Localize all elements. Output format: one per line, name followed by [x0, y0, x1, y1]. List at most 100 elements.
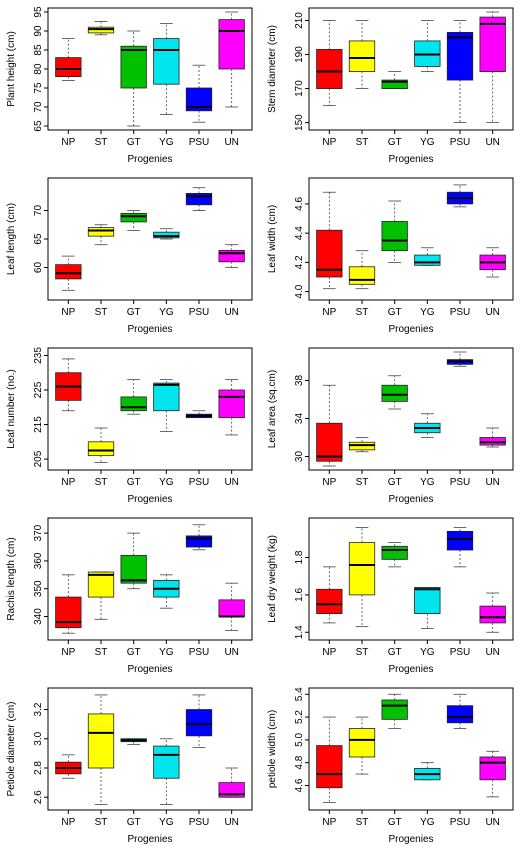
boxplot-panel-2: 150 170 190 210 Stem diameter (cm) Progenies N…: [267, 7, 514, 165]
y-axis-title: Petiole diameter (cm): [6, 701, 17, 796]
x-axis-title: Progenies: [388, 834, 433, 845]
x-tick-label: UN: [485, 817, 499, 828]
x-axis-title: Progenies: [127, 494, 172, 505]
y-tick-label: 3.0: [33, 731, 44, 745]
iqr-box: [381, 545, 408, 560]
x-tick-label: ST: [95, 647, 108, 658]
x-tick-label: PSU: [189, 647, 210, 658]
iqr-box: [120, 45, 147, 89]
box-PSU: [446, 693, 474, 729]
x-tick-label: PSU: [450, 817, 471, 828]
y-tick-label: 350: [33, 580, 44, 597]
iqr-box: [381, 699, 408, 720]
boxplot-panel-8: 1.4 1.6 1.8 Leaf dry weight (kg) Progenies NP…: [267, 517, 514, 675]
x-tick-label: NP: [322, 477, 336, 488]
box-ST: [87, 21, 115, 36]
box-GT: [120, 30, 147, 127]
y-tick-label: 4.6: [294, 778, 305, 792]
plot-frame: [47, 687, 253, 811]
y-tick-label: 2.8: [33, 761, 44, 775]
x-tick-label: YG: [159, 817, 174, 828]
x-axis-title: Progenies: [388, 494, 433, 505]
x-tick-label: PSU: [450, 307, 471, 318]
box-NP: [55, 358, 82, 412]
x-tick-label: UN: [485, 647, 499, 658]
boxplot-panel-6: 30 34 38 Leaf area (sq.cm) Progenies NP ST GT YG…: [267, 347, 514, 505]
iqr-box: [348, 728, 376, 758]
box-UN: [479, 592, 506, 633]
boxplot-panel-5: 205 215 225 235 Leaf number (no.) Progenies NP…: [6, 347, 253, 505]
x-tick-label: ST: [356, 817, 369, 828]
x-axis-title: Progenies: [127, 154, 172, 165]
x-tick-label: NP: [322, 647, 336, 658]
plot-frame: [308, 177, 514, 301]
x-tick-label: NP: [322, 817, 336, 828]
plot-frame: [308, 687, 514, 811]
box-ST: [348, 20, 376, 89]
y-tick-label: 205: [33, 450, 44, 467]
x-tick-label: UN: [485, 477, 499, 488]
box-UN: [218, 767, 245, 798]
x-tick-label: YG: [420, 137, 435, 148]
y-tick-label: 4.6: [294, 197, 305, 211]
x-tick-label: NP: [61, 817, 75, 828]
y-tick-label: 5.0: [294, 732, 305, 746]
boxplot-panel-1: 65 70 75 80 85 90 95 Plant height (cm) Progenies…: [6, 6, 253, 165]
boxplot-panel-3: 60 65 70 Leaf length (cm) Progenies NP ST GT YG P…: [6, 177, 253, 335]
iqr-box: [120, 554, 147, 584]
iqr-box: [185, 535, 213, 548]
y-tick-label: 190: [294, 46, 305, 63]
box-YG: [414, 413, 441, 438]
x-tick-label: ST: [95, 137, 108, 148]
iqr-box: [120, 212, 147, 223]
y-tick-label: 150: [294, 114, 305, 131]
x-axis-title: Progenies: [127, 834, 172, 845]
x-tick-label: GT: [127, 647, 141, 658]
box-YG: [153, 738, 180, 805]
x-tick-label: PSU: [450, 647, 471, 658]
y-tick-label: 5.2: [294, 710, 305, 724]
iqr-box: [446, 32, 474, 81]
iqr-box: [218, 250, 245, 263]
x-tick-label: ST: [95, 817, 108, 828]
box-GT: [120, 210, 147, 231]
x-tick-label: UN: [485, 137, 499, 148]
box-PSU: [185, 410, 213, 419]
box-ST: [348, 527, 376, 628]
x-tick-label: GT: [127, 137, 141, 148]
x-tick-label: YG: [420, 647, 435, 658]
box-GT: [381, 542, 408, 568]
box-NP: [316, 191, 343, 290]
box-NP: [316, 384, 343, 467]
iqr-box: [381, 79, 408, 89]
y-tick-label: 360: [33, 552, 44, 569]
y-tick-label: 70: [33, 205, 44, 217]
box-ST: [87, 427, 115, 463]
y-tick-label: 370: [33, 524, 44, 541]
box-NP: [55, 574, 82, 634]
x-tick-label: ST: [95, 307, 108, 318]
x-axis-title: Progenies: [388, 324, 433, 335]
x-tick-label: UN: [224, 817, 238, 828]
box-PSU: [446, 351, 474, 367]
iqr-box: [153, 745, 180, 779]
y-tick-label: 4.0: [294, 284, 305, 298]
box-GT: [381, 375, 408, 410]
x-tick-label: ST: [356, 477, 369, 488]
x-tick-label: PSU: [450, 477, 471, 488]
box-YG: [153, 22, 180, 115]
x-tick-label: NP: [61, 647, 75, 658]
iqr-box: [479, 756, 506, 781]
box-PSU: [185, 694, 213, 748]
iqr-box: [153, 38, 180, 85]
box-ST: [87, 224, 115, 246]
y-tick-label: 65: [33, 233, 44, 245]
y-tick-label: 215: [33, 416, 44, 433]
iqr-box: [316, 588, 343, 614]
box-PSU: [446, 184, 474, 208]
box-ST: [348, 716, 376, 775]
y-tick-label: 1.8: [294, 550, 305, 564]
y-tick-label: 2.6: [33, 790, 44, 804]
iqr-box: [348, 40, 376, 72]
y-tick-label: 60: [33, 262, 44, 274]
